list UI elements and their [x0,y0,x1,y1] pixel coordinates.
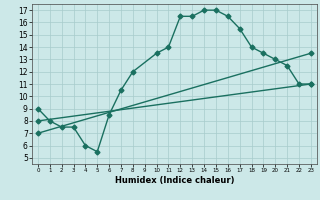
X-axis label: Humidex (Indice chaleur): Humidex (Indice chaleur) [115,176,234,185]
